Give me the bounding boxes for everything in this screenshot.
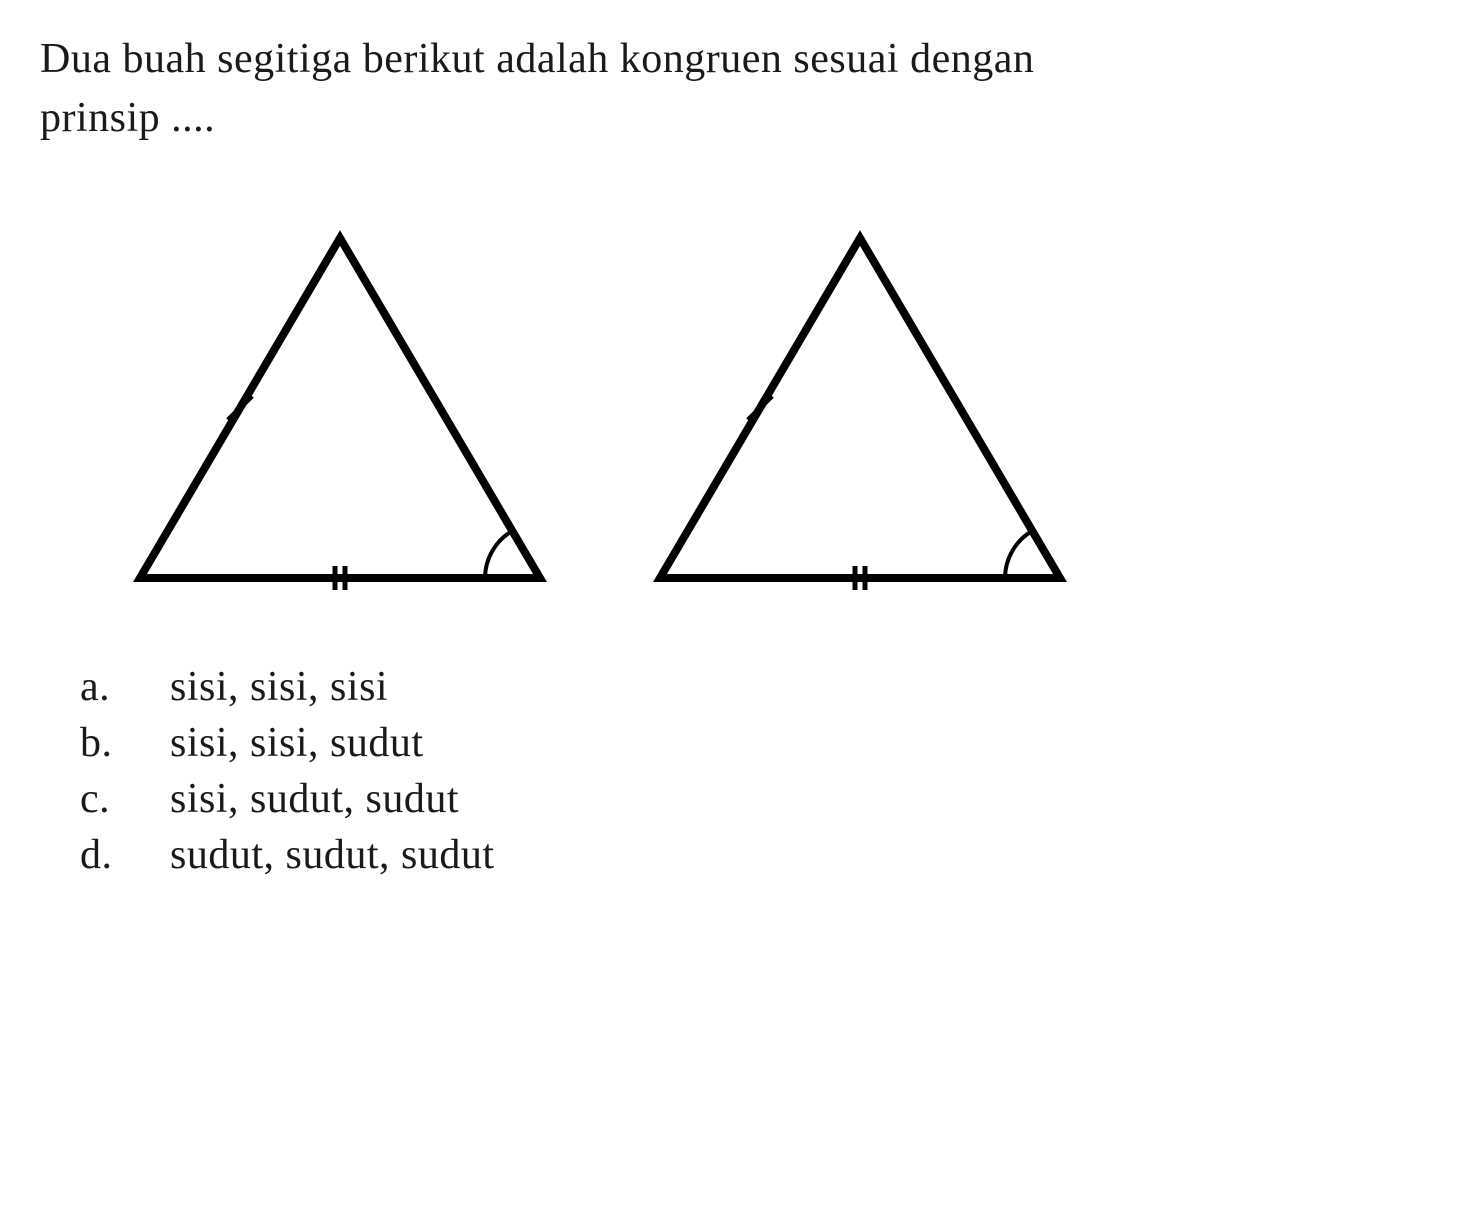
option-a: a. sisi, sisi, sisi: [80, 663, 1429, 711]
option-d: d. sudut, sudut, sudut: [80, 831, 1429, 879]
triangle-1: [100, 198, 580, 623]
option-b-text: sisi, sisi, sudut: [170, 719, 1429, 767]
option-c-letter: c.: [80, 775, 170, 823]
triangle-2-shape: [660, 238, 1060, 578]
triangle-2-angle-arc: [1005, 531, 1032, 578]
option-b: b. sisi, sisi, sudut: [80, 719, 1429, 767]
triangle-1-shape: [140, 238, 540, 578]
question-line2: prinsip ....: [40, 95, 215, 141]
question-line1: Dua buah segitiga berikut adalah kongrue…: [40, 36, 1034, 82]
triangles-container: [40, 198, 1429, 623]
option-a-text: sisi, sisi, sisi: [170, 663, 1429, 711]
option-c: c. sisi, sudut, sudut: [80, 775, 1429, 823]
triangle-2: [620, 198, 1100, 623]
question-text: Dua buah segitiga berikut adalah kongrue…: [40, 30, 1429, 148]
option-d-text: sudut, sudut, sudut: [170, 831, 1429, 879]
triangle-1-svg: [100, 198, 580, 618]
triangle-1-angle-arc: [485, 531, 512, 578]
triangle-2-svg: [620, 198, 1100, 618]
option-b-letter: b.: [80, 719, 170, 767]
triangle-2-left-tick: [748, 396, 772, 420]
option-a-letter: a.: [80, 663, 170, 711]
option-c-text: sisi, sudut, sudut: [170, 775, 1429, 823]
triangle-1-left-tick: [228, 396, 252, 420]
options-list: a. sisi, sisi, sisi b. sisi, sisi, sudut…: [40, 663, 1429, 879]
option-d-letter: d.: [80, 831, 170, 879]
